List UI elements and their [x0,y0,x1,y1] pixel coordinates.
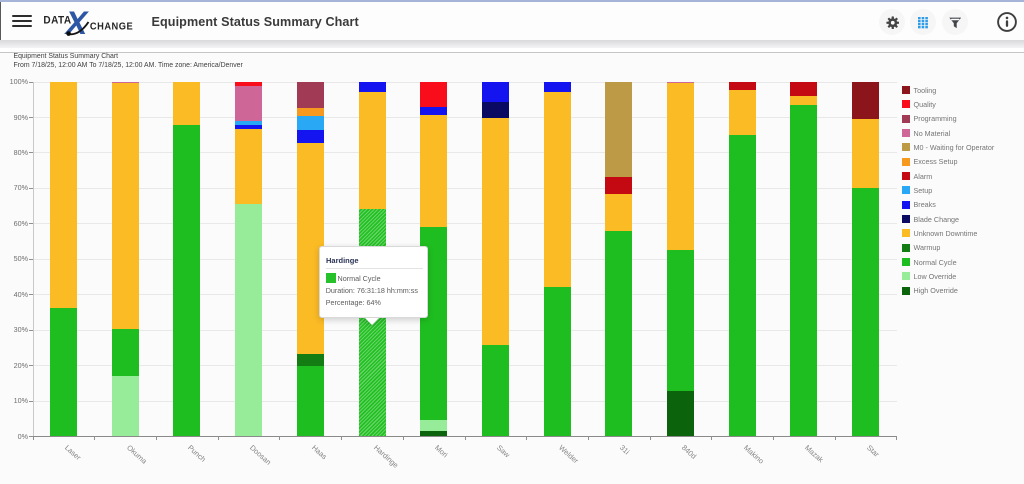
svg-text:DATA: DATA [43,15,71,26]
svg-text:CHANGE: CHANGE [90,21,133,32]
